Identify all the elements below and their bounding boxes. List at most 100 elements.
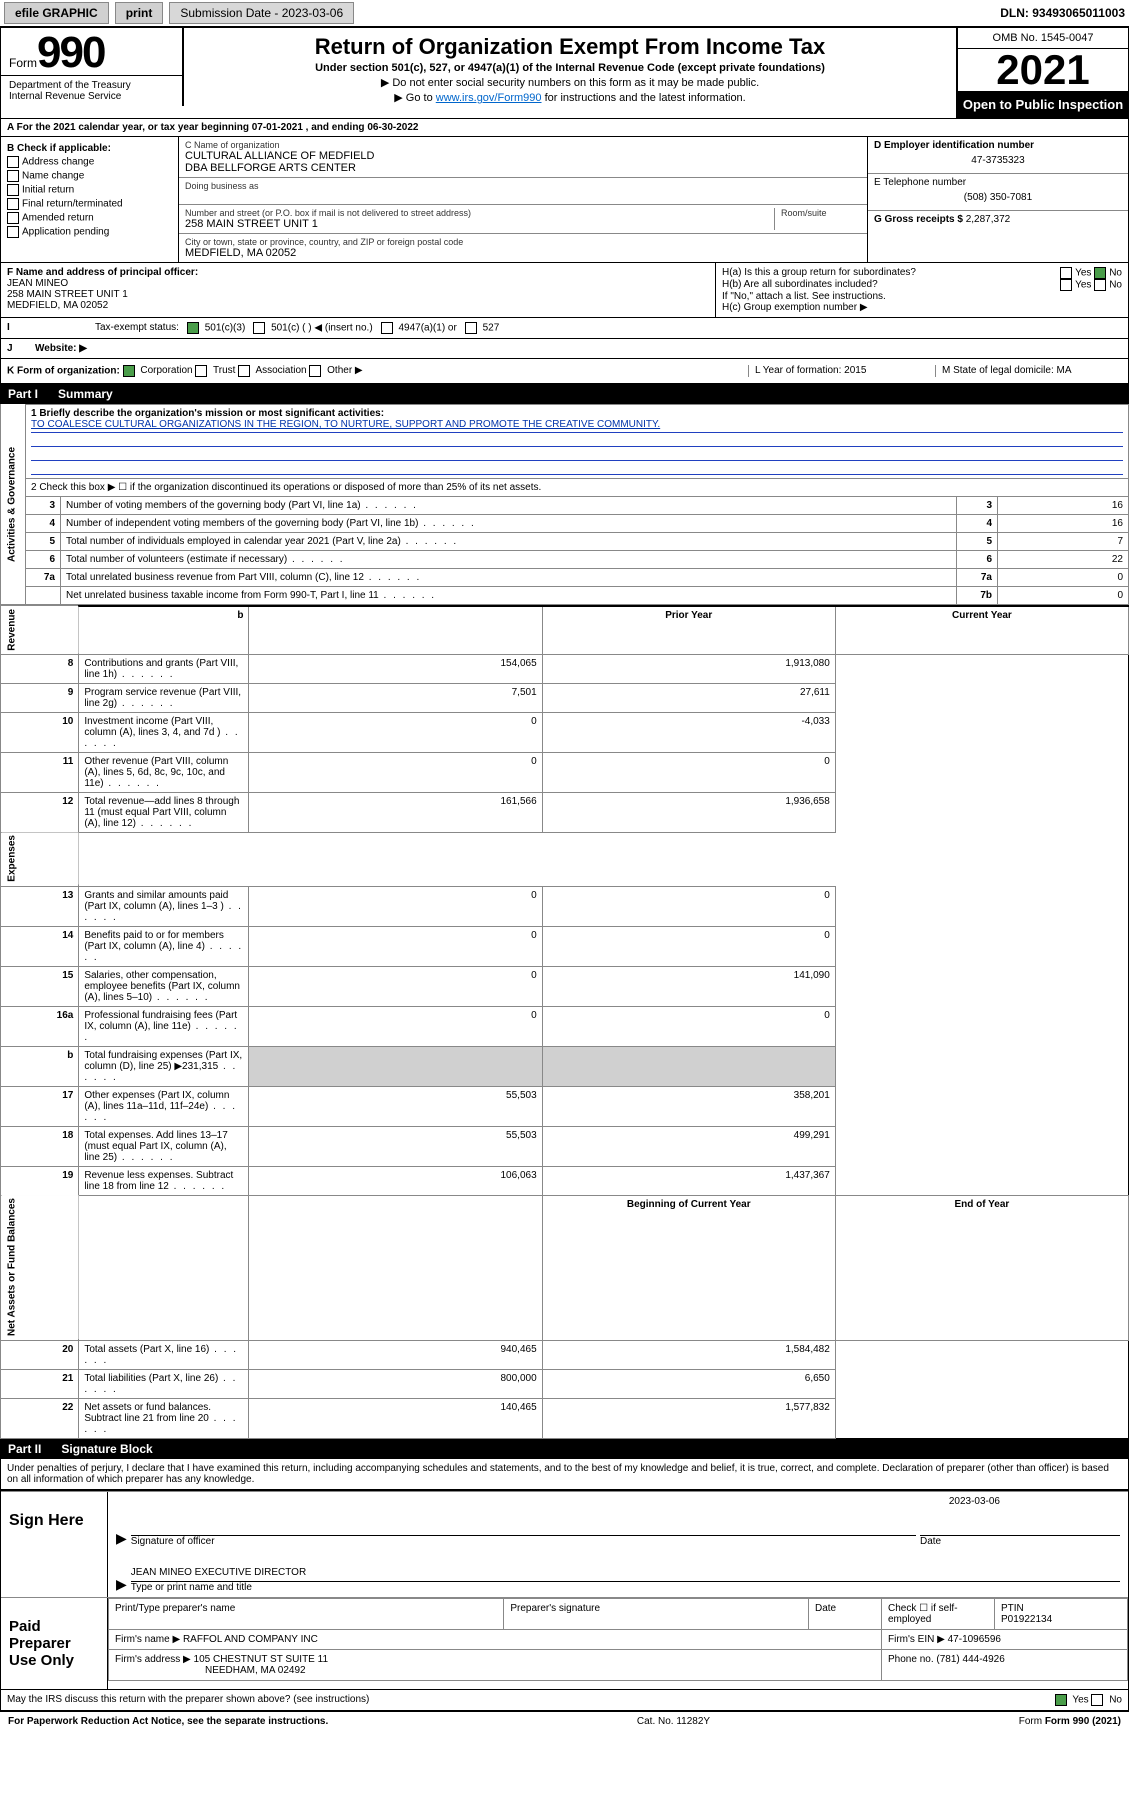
chk-pending[interactable]: Application pending	[7, 226, 172, 238]
table-row: Net unrelated business taxable income fr…	[1, 586, 1129, 604]
chk-initial[interactable]: Initial return	[7, 184, 172, 196]
type-name-label: Type or print name and title	[131, 1582, 1120, 1593]
dln-label: DLN: 93493065011003	[1000, 6, 1125, 20]
prep-sig-label: Preparer's signature	[504, 1598, 809, 1629]
form-header: Form990 Department of the Treasury Inter…	[0, 27, 1129, 119]
chk-name[interactable]: Name change	[7, 170, 172, 182]
arrow-icon: ▶	[116, 1530, 127, 1547]
irs-link[interactable]: www.irs.gov/Form990	[436, 92, 542, 104]
financial-table: Revenue b Prior Year Current Year 8Contr…	[0, 605, 1129, 1439]
officer-addr1: 258 MAIN STREET UNIT 1	[7, 289, 709, 300]
ha-label: H(a) Is this a group return for subordin…	[722, 267, 916, 279]
prior-year-hdr: Prior Year	[542, 606, 835, 655]
firm-addr1: 105 CHESTNUT ST SUITE 11	[194, 1654, 329, 1665]
efile-button[interactable]: efile GRAPHIC	[4, 2, 109, 24]
instruction-1: ▶ Do not enter social security numbers o…	[192, 76, 948, 89]
officer-addr2: MEDFIELD, MA 02052	[7, 300, 709, 311]
k-l-m-row: K Form of organization: Corporation Trus…	[0, 359, 1129, 384]
principal-officer: F Name and address of principal officer:…	[1, 263, 716, 317]
chk-other[interactable]: Other ▶	[309, 365, 362, 376]
instr2-pre: ▶ Go to	[394, 92, 435, 104]
submission-date: Submission Date - 2023-03-06	[169, 2, 354, 24]
chk-501c3[interactable]: 501(c)(3)	[187, 322, 245, 334]
side-expenses: Expenses	[1, 832, 79, 886]
print-button[interactable]: print	[115, 2, 164, 24]
discuss-label: May the IRS discuss this return with the…	[7, 1694, 369, 1706]
table-row: 3Number of voting members of the governi…	[1, 496, 1129, 514]
org-dba: DBA BELLFORGE ARTS CENTER	[185, 162, 861, 174]
line1-label: 1 Briefly describe the organization's mi…	[31, 408, 1123, 419]
form-number: 990	[37, 28, 104, 77]
header-title-block: Return of Organization Exempt From Incom…	[184, 28, 956, 118]
k-label: K Form of organization:	[7, 365, 120, 376]
sig-date-label: Date	[920, 1536, 1120, 1547]
m-state: M State of legal domicile: MA	[935, 365, 1122, 377]
prep-date-label: Date	[809, 1598, 882, 1629]
prep-phone-label: Phone no.	[888, 1654, 934, 1665]
side-revenue: Revenue	[1, 606, 79, 655]
table-row: 6Total number of volunteers (estimate if…	[1, 550, 1129, 568]
gross-receipts: 2,287,372	[966, 214, 1011, 225]
mission-link[interactable]: TO COALESCE CULTURAL ORGANIZATIONS IN TH…	[31, 419, 660, 430]
dba-label: Doing business as	[185, 181, 861, 191]
room-label: Room/suite	[781, 208, 861, 218]
discuss-yesno[interactable]: Yes No	[1055, 1694, 1122, 1706]
firm-name: RAFFOL AND COMPANY INC	[183, 1634, 318, 1645]
form-ref: Form Form 990 (2021)	[1019, 1716, 1121, 1727]
chk-assoc[interactable]: Association	[238, 365, 306, 376]
chk-4947[interactable]: 4947(a)(1) or	[381, 322, 457, 334]
begin-year-hdr: Beginning of Current Year	[542, 1195, 835, 1340]
table-row: 13Grants and similar amounts paid (Part …	[1, 886, 1129, 926]
table-row: 4Number of independent voting members of…	[1, 514, 1129, 532]
d-label: D Employer identification number	[874, 140, 1122, 151]
sign-here-label: Sign Here	[1, 1492, 108, 1597]
chk-amended[interactable]: Amended return	[7, 212, 172, 224]
table-row: 17Other expenses (Part IX, column (A), l…	[1, 1086, 1129, 1126]
firm-addr2: NEEDHAM, MA 02492	[205, 1665, 306, 1676]
paid-preparer-label: Paid Preparer Use Only	[1, 1598, 108, 1689]
chk-corp[interactable]: Corporation	[123, 365, 193, 376]
table-row: 11Other revenue (Part VIII, column (A), …	[1, 752, 1129, 792]
chk-final[interactable]: Final return/terminated	[7, 198, 172, 210]
prep-self-employed[interactable]: Check ☐ if self-employed	[882, 1598, 995, 1629]
firm-ein-label: Firm's EIN ▶	[888, 1634, 945, 1645]
form-subtitle: Under section 501(c), 527, or 4947(a)(1)…	[192, 62, 948, 74]
firm-ein: 47-1096596	[948, 1634, 1001, 1645]
street-value: 258 MAIN STREET UNIT 1	[185, 218, 774, 230]
chk-527[interactable]: 527	[465, 322, 499, 334]
part1-title: Summary	[58, 387, 113, 401]
form-title: Return of Organization Exempt From Incom…	[192, 34, 948, 60]
arrow-icon: ▶	[116, 1576, 127, 1593]
f-label: F Name and address of principal officer:	[7, 267, 709, 278]
open-inspection: Open to Public Inspection	[958, 91, 1128, 118]
table-row: 16aProfessional fundraising fees (Part I…	[1, 1006, 1129, 1046]
table-row: 7aTotal unrelated business revenue from …	[1, 568, 1129, 586]
ptin-label: PTIN	[1001, 1603, 1024, 1614]
signature-block: Sign Here 2023-03-06 ▶ Signature of offi…	[0, 1490, 1129, 1690]
org-name-address: C Name of organization CULTURAL ALLIANCE…	[179, 137, 867, 262]
side-balances: Net Assets or Fund Balances	[1, 1195, 79, 1340]
l-year: L Year of formation: 2015	[748, 365, 935, 377]
table-row: 15Salaries, other compensation, employee…	[1, 966, 1129, 1006]
tax-exempt-row: I Tax-exempt status: 501(c)(3) 501(c) ( …	[0, 318, 1129, 339]
chk-address[interactable]: Address change	[7, 156, 172, 168]
chk-trust[interactable]: Trust	[195, 365, 235, 376]
phone-value: (508) 350-7081	[874, 188, 1122, 207]
ha-yesno[interactable]: Yes No	[1060, 267, 1122, 279]
part2-title: Signature Block	[61, 1442, 152, 1456]
header-right-block: OMB No. 1545-0047 2021 Open to Public In…	[956, 28, 1128, 118]
declaration: Under penalties of perjury, I declare th…	[0, 1459, 1129, 1490]
table-row: bTotal fundraising expenses (Part IX, co…	[1, 1046, 1129, 1086]
table-row: 19Revenue less expenses. Subtract line 1…	[1, 1166, 1129, 1195]
instruction-2: ▶ Go to www.irs.gov/Form990 for instruct…	[192, 91, 948, 104]
officer-name: JEAN MINEO	[7, 278, 709, 289]
chk-501c[interactable]: 501(c) ( ) ◀ (insert no.)	[253, 322, 372, 334]
hb-yesno[interactable]: Yes No	[1060, 279, 1122, 291]
end-year-hdr: End of Year	[835, 1195, 1128, 1340]
tax-year: 2021	[958, 49, 1128, 91]
firm-name-label: Firm's name ▶	[115, 1634, 180, 1645]
line-a: A For the 2021 calendar year, or tax yea…	[0, 119, 1129, 137]
table-row: 14Benefits paid to or for members (Part …	[1, 926, 1129, 966]
page-footer: For Paperwork Reduction Act Notice, see …	[0, 1711, 1129, 1731]
part2-label: Part II	[8, 1442, 41, 1456]
